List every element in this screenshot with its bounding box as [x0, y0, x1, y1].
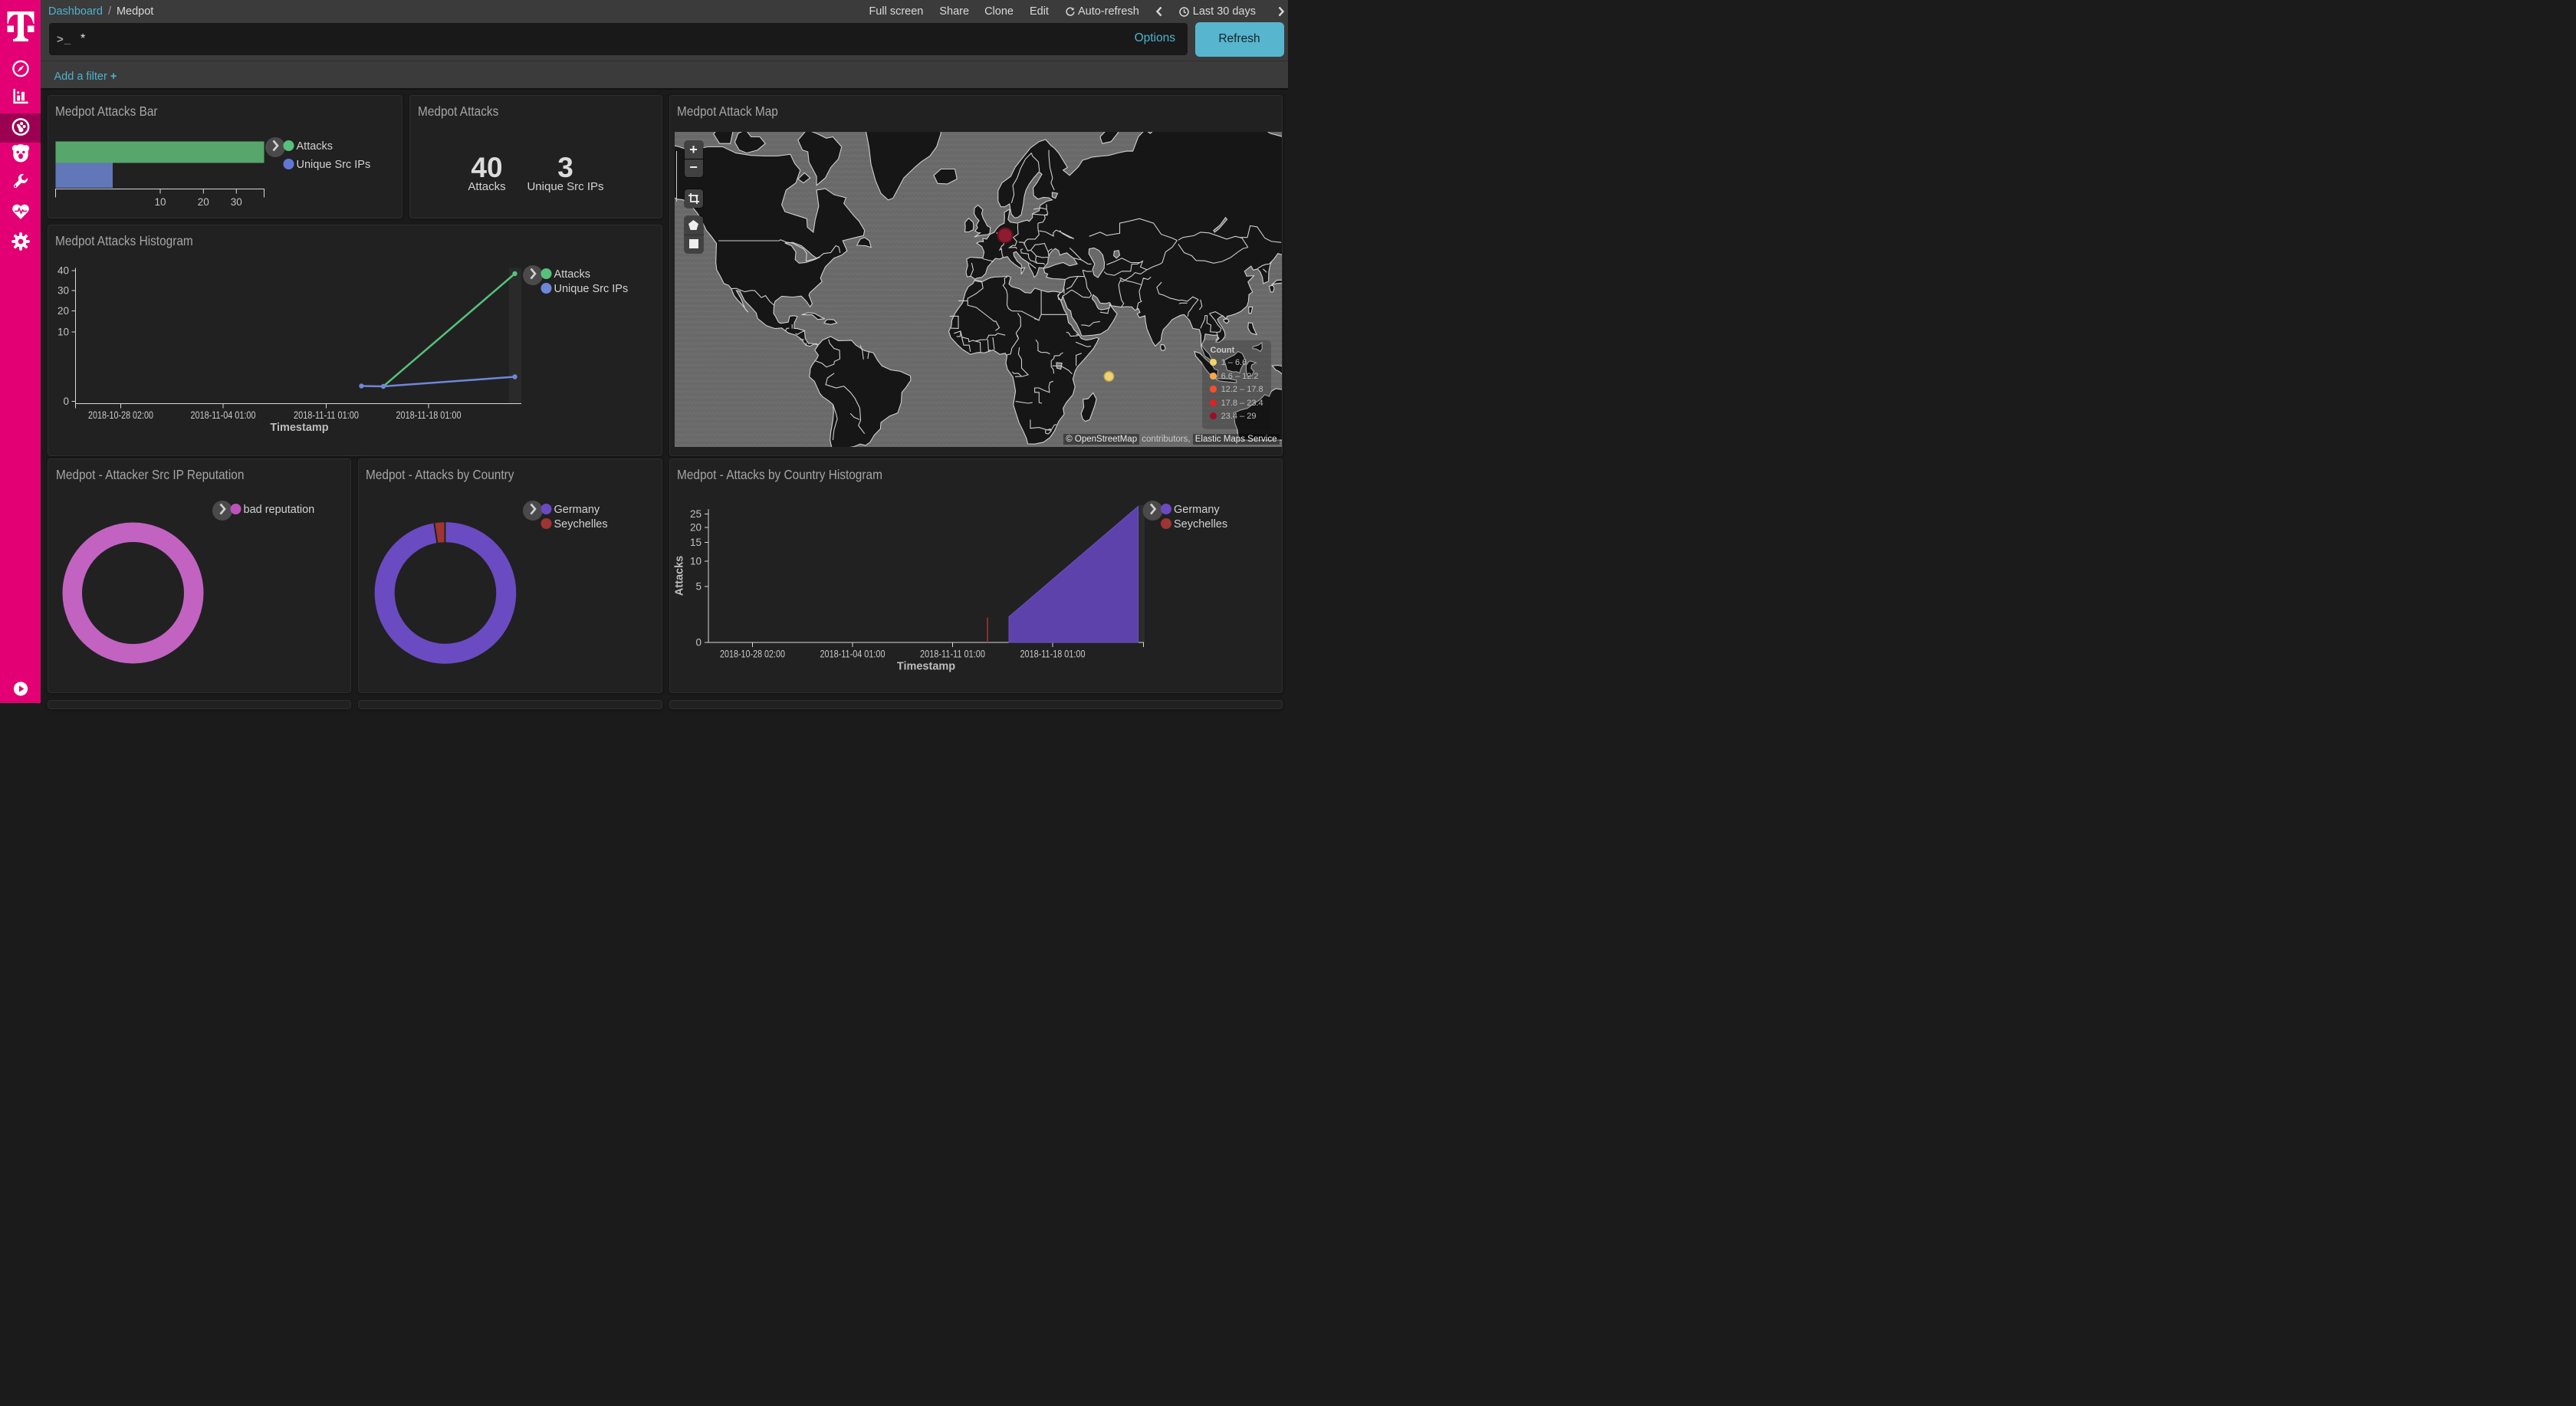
svg-text:2018-11-11 01:00: 2018-11-11 01:00: [920, 648, 985, 660]
svg-text:20: 20: [57, 305, 68, 317]
svg-text:40: 40: [57, 264, 68, 276]
svg-text:2018-11-04 01:00: 2018-11-04 01:00: [820, 648, 885, 660]
svg-text:10: 10: [57, 326, 68, 337]
svg-text:2018-10-28 02:00: 2018-10-28 02:00: [88, 409, 153, 421]
svg-text:0: 0: [63, 396, 69, 407]
svg-text:Timestamp: Timestamp: [270, 422, 328, 434]
svg-text:2018-10-28 02:00: 2018-10-28 02:00: [720, 648, 785, 660]
svg-text:10: 10: [154, 196, 166, 208]
svg-text:Unique Src IPs: Unique Src IPs: [296, 159, 370, 171]
svg-text:Attacks: Attacks: [554, 268, 590, 281]
svg-text:bad reputation: bad reputation: [244, 504, 315, 516]
svg-text:Attacks: Attacks: [673, 556, 685, 596]
svg-text:2018-11-18 01:00: 2018-11-18 01:00: [1020, 648, 1085, 660]
svg-text:5: 5: [695, 581, 702, 593]
svg-text:Seychelles: Seychelles: [554, 518, 607, 531]
svg-text:20: 20: [689, 522, 701, 534]
svg-text:30: 30: [230, 196, 242, 208]
svg-text:10: 10: [689, 556, 701, 567]
svg-text:25: 25: [689, 508, 701, 520]
svg-text:Seychelles: Seychelles: [1174, 518, 1227, 531]
svg-text:Germany: Germany: [1174, 504, 1220, 516]
svg-text:2018-11-18 01:00: 2018-11-18 01:00: [396, 409, 461, 421]
svg-text:Timestamp: Timestamp: [896, 661, 955, 673]
svg-text:15: 15: [689, 537, 701, 548]
svg-text:30: 30: [57, 284, 68, 296]
svg-text:2018-11-04 01:00: 2018-11-04 01:00: [190, 409, 255, 421]
svg-text:Germany: Germany: [554, 504, 600, 516]
svg-text:2018-11-11 01:00: 2018-11-11 01:00: [294, 409, 359, 421]
svg-text:0: 0: [695, 637, 702, 649]
svg-text:Attacks: Attacks: [296, 140, 333, 153]
svg-text:20: 20: [197, 196, 209, 208]
svg-text:Unique Src IPs: Unique Src IPs: [554, 283, 628, 295]
